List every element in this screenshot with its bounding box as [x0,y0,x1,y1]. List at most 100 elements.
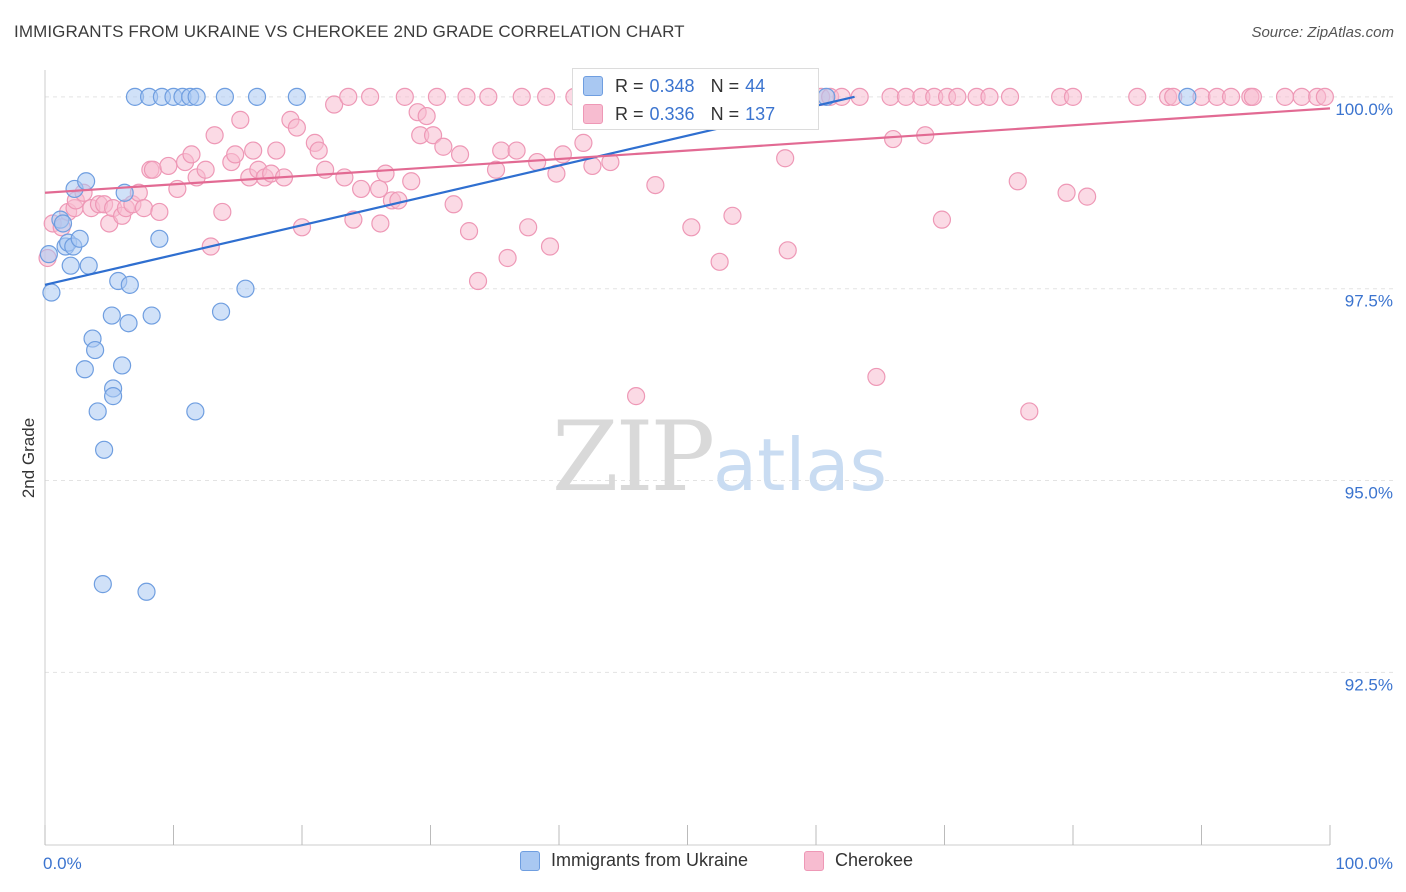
cherokee-point [444,195,463,214]
cherokee-point [335,168,354,187]
cherokee-point [1315,87,1334,106]
ukraine-point [236,279,255,298]
cherokee-point [723,206,742,225]
watermark-atlas: atlas [713,423,887,507]
cherokee-point [1275,87,1295,106]
legend-row-cherokee: R = 0.336 N = 137 [583,101,775,127]
cherokee-point [376,164,395,183]
cherokee-point [1243,87,1263,106]
ukraine-point [102,306,121,325]
ukraine-point [42,283,61,302]
ukraine-point [287,87,306,106]
cherokee-point [417,106,436,126]
cherokee-point [134,199,154,218]
n-label: N = [710,75,740,96]
cherokee-point [682,218,701,237]
cherokee-point [1000,87,1020,106]
ukraine-point [53,214,73,233]
cherokee-point [1078,187,1097,206]
cherokee-point [361,87,380,106]
cherokee-point [553,145,572,164]
ukraine-point [39,245,58,264]
cherokee-point [896,87,916,106]
cherokee-point [213,202,232,222]
cherokee-point [1057,183,1076,202]
cherokee-point [867,367,886,387]
ukraine-point [186,402,205,421]
cherokee-point [486,160,506,179]
cherokee-point [883,129,903,149]
cherokee-point [339,87,358,106]
cherokee-point [370,179,389,199]
cherokee-point [1008,172,1027,191]
ukraine-point [247,87,267,106]
y-tick-label: 97.5% [1345,292,1393,311]
cherokee-point [1128,87,1147,106]
ukraine-point [79,256,98,275]
ukraine-point [211,302,231,321]
cherokee-point [423,126,443,145]
ukraine-point [75,360,94,379]
ukraine-swatch [583,76,603,96]
cherokee-point [205,126,224,145]
ukraine-point [137,582,156,601]
cherokee-point [352,179,371,199]
ukraine-point [150,229,169,248]
cherokee-point [626,387,646,406]
legend-row-ukraine: R = 0.348 N = 44 [583,73,765,99]
cherokee-point [519,218,538,237]
data-points [38,87,1334,601]
cherokee-point [159,156,178,176]
cherokee-point [402,172,421,191]
cherokee-legend-swatch [804,850,824,871]
x-tick-label: 0.0% [43,854,82,873]
x-tick-label: 100.0% [1335,854,1393,873]
ukraine-point [187,87,206,106]
watermark: ZIP atlas [552,401,887,513]
cherokee-point [778,241,797,260]
cherokee-point [507,141,526,160]
cherokee-point [980,87,999,106]
cherokee-point [459,222,479,241]
cherokee-point [287,118,306,137]
axes [44,70,1331,846]
cherokee-point [932,210,952,229]
cherokee-point [646,175,665,195]
n-label: N = [710,103,740,124]
ukraine-point [142,306,161,325]
ukraine-point [119,314,138,333]
cherokee-point [832,87,851,106]
cherokee-point [395,87,414,106]
cherokee-point [574,133,593,152]
ukraine-legend-swatch [520,850,540,871]
cherokee-point [776,149,795,168]
cherokee-point [537,87,556,106]
legend-item-ukraine[interactable]: Immigrants from Ukraine [520,850,748,871]
ukraine-point [61,256,80,275]
cherokee-point [540,237,560,256]
correlation-legend: R = 0.348 N = 44 R = 0.336 N = 137 [572,68,819,130]
y-axis-label: 2nd Grade [19,418,38,498]
cherokee-point [1063,87,1083,106]
ukraine-n-value: 44 [745,75,766,96]
watermark-zip: ZIP [552,401,713,513]
cherokee-point [528,152,547,172]
cherokee-point [512,87,531,106]
r-label: R = [615,103,644,124]
ukraine-point [77,172,96,191]
ukraine-point [215,87,234,106]
y-tick-label: 92.5% [1345,675,1393,694]
chart-title: IMMIGRANTS FROM UKRAINE VS CHEROKEE 2ND … [14,22,685,41]
cherokee-point [948,87,967,106]
cherokee-point [1292,87,1311,106]
ukraine-point [1178,87,1197,106]
cherokee-r-value: 0.336 [649,103,695,124]
cherokee-point [344,210,363,229]
ukraine-point [70,229,89,248]
cherokee-point [244,141,263,160]
cherokee-point [881,87,900,106]
cherokee-point [1221,87,1241,106]
cherokee-point [182,145,201,164]
ukraine-point [93,575,112,594]
legend-item-cherokee[interactable]: Cherokee [804,850,913,871]
